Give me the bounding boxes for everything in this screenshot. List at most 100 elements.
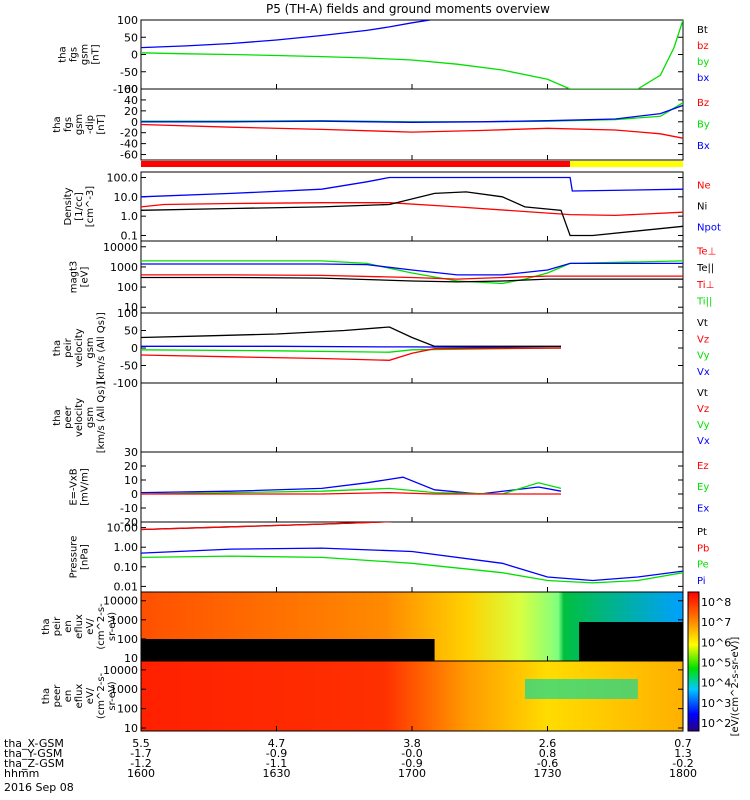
panel-2-ytick-label: 0 xyxy=(131,116,138,129)
colorbar-tick-label: 10^3 xyxy=(701,697,731,710)
series-Vt-line xyxy=(141,326,561,347)
panel-3-ylabel-line: Density xyxy=(63,187,74,225)
colorbar-tick-label: 10^5 xyxy=(701,657,731,670)
panel-4-ytick-label: 100 xyxy=(117,281,138,294)
panel-8-ytick-label: 1.00 xyxy=(114,541,139,554)
panel-5-ylabel-line: gsm xyxy=(85,337,96,358)
panel-1-legend-item: by xyxy=(697,57,709,68)
panel-1-ylabel-line: [nT] xyxy=(91,44,102,64)
panel-2-legend-item: Bz xyxy=(697,98,709,109)
panel-4-ytick-label: 1000 xyxy=(110,261,138,274)
series-Bx-line xyxy=(141,104,683,123)
series-Ey-line xyxy=(141,482,562,495)
ephemeris-value: 1630 xyxy=(263,767,291,780)
series-Npot-line xyxy=(141,191,683,237)
panel-6-ylabel-line: [km/s (All Qs)] xyxy=(96,382,107,454)
panel-4-legend-item: Ti⊥ xyxy=(696,280,714,291)
panel-9-ylabel-line: sr-eV) xyxy=(107,612,118,641)
series-Ni-line xyxy=(141,202,683,217)
colorbar-tick-label: 10^6 xyxy=(701,636,731,649)
panel-6-ylabel-line: tha xyxy=(52,409,63,425)
mode-bar-yellow xyxy=(570,161,683,167)
spectrogram-low-energy-gap xyxy=(141,639,435,661)
panel-1-ylabel-line: tha xyxy=(58,46,69,62)
panel-6-ylabel-line: gsm xyxy=(85,407,96,428)
panel-4-ytick-label: 10000 xyxy=(103,241,138,254)
panel-2-ylabel-line: tha xyxy=(52,116,63,132)
panel-3-legend-item: Ne xyxy=(697,181,711,192)
panel-9-ytick-label: 10 xyxy=(124,652,138,665)
panel-10-ylabel-line: eV/ xyxy=(85,687,96,704)
series-Ti||-line xyxy=(141,260,683,285)
panel-6-legend-item: Vt xyxy=(697,388,708,399)
ephemeris-value: 1730 xyxy=(534,767,562,780)
panel-5-frame xyxy=(140,312,684,384)
panel-5-ytick-label: -50 xyxy=(120,360,138,373)
ephemeris-value: 1600 xyxy=(127,767,155,780)
panel-3-legend-item: Npot xyxy=(697,223,721,234)
panel-3-ytick-label: 0.1 xyxy=(121,229,139,242)
panel-5-ytick-label: -100 xyxy=(113,377,138,390)
ephemeris-value: -0.2 xyxy=(672,757,693,770)
series-Pi-line xyxy=(141,547,683,582)
panel-6-ylabel-line: peer xyxy=(63,405,74,429)
panel-2-ylabel-line: -dip xyxy=(85,115,96,134)
panel-2-legend-item: By xyxy=(697,120,710,131)
panel-2-ytick-label: -40 xyxy=(120,138,138,151)
panel-8-ylabel-line: [nPa] xyxy=(80,544,91,570)
panel-2-ylabel-line: [nT] xyxy=(96,114,107,134)
panel-8-ytick-label: 0.10 xyxy=(114,561,139,574)
panel-1-legend-item: Bt xyxy=(697,25,708,36)
ephemeris-value: 5.5 xyxy=(132,737,150,750)
panel-5-ylabel-line: velocity xyxy=(74,328,85,367)
panel-7-legend-item: Ey xyxy=(697,482,709,493)
spectrogram-gap-after-1737 xyxy=(579,622,683,661)
panel-6-ylabel-line: velocity xyxy=(74,398,85,437)
panel-7-ylabel-line: [mV/m] xyxy=(80,468,91,506)
panel-9-ylabel-line: eflux xyxy=(74,614,85,639)
ephemeris-value: -0.6 xyxy=(537,757,558,770)
ephemeris-row-label: tha_Z-GSM xyxy=(4,757,64,770)
panel-5-legend-item: Vt xyxy=(697,318,708,329)
ephemeris-value: 0.7 xyxy=(674,737,692,750)
panel-10-ylabel-line: eflux xyxy=(74,684,85,709)
series-Vz-line xyxy=(141,347,562,361)
panel-4-ytick-label: 10 xyxy=(124,301,138,314)
panel-8-frame xyxy=(140,521,684,593)
panel-7-ytick-label: 10 xyxy=(124,474,138,487)
panel-4-ylabel-line: magt3 xyxy=(69,261,80,294)
panel-5-legend-item: Vz xyxy=(697,334,709,345)
series-Pe-line xyxy=(141,555,683,584)
panel-10-ylabel-line: en xyxy=(63,690,74,703)
panel-1-ytick-label: -50 xyxy=(120,66,138,79)
panel-2-ytick-label: 60 xyxy=(124,83,138,96)
panel-6-legend-item: Vx xyxy=(697,436,710,447)
panel-1-ytick-label: 0 xyxy=(131,49,138,62)
panel-5-legend-item: Vy xyxy=(697,351,710,362)
panel-4-legend-item: Te|| xyxy=(696,263,714,274)
panel-6-legend-item: Vy xyxy=(697,420,710,431)
panel-6-legend-item: Vz xyxy=(697,404,709,415)
panel-9-ytick-label: 1000 xyxy=(110,614,138,627)
panel-7-ytick-label: -10 xyxy=(120,502,138,515)
panel-9-ylabel-line: peir xyxy=(52,616,63,636)
ephemeris-row-label: hhmm xyxy=(4,767,39,780)
panel-10-ylabel-line: tha xyxy=(41,688,52,704)
date-label: 2016 Sep 08 xyxy=(4,781,74,794)
panel-7-ytick-label: 20 xyxy=(124,460,138,473)
spectrogram-feature xyxy=(524,679,638,699)
colorbar-tick-label: 10^7 xyxy=(701,616,731,629)
panel-8-legend-item: Pe xyxy=(697,560,709,571)
series-Bt-line xyxy=(141,20,431,49)
panel-10-ylabel-line: (cm^2-s- xyxy=(96,672,107,719)
series-Ex-line xyxy=(141,476,562,495)
panel-2-ytick-label: -20 xyxy=(120,127,138,140)
panel-9-ylabel-line: (cm^2-s- xyxy=(96,603,107,650)
panel-8-legend-item: Pi xyxy=(697,576,706,587)
panel-1-ytick-label: 100 xyxy=(117,14,138,27)
ephemeris-value: 1.3 xyxy=(674,747,692,760)
panel-1-ytick-label: -100 xyxy=(113,83,138,96)
panel-2-ytick-label: -60 xyxy=(120,149,138,162)
colorbar-tick-label: 10^4 xyxy=(701,677,731,690)
